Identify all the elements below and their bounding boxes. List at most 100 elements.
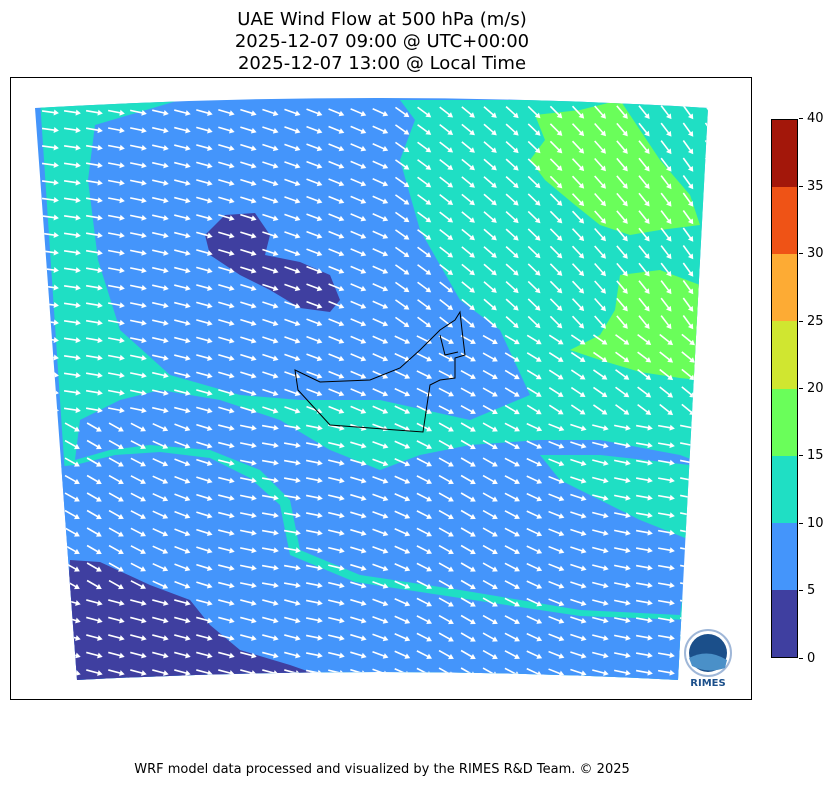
wind-arrow	[174, 336, 191, 344]
wind-arrow	[657, 442, 675, 449]
wind-arrow	[505, 228, 519, 241]
wind-arrow	[283, 424, 301, 431]
wind-arrow	[483, 246, 497, 258]
wind-arrow	[504, 632, 520, 642]
wind-arrow	[657, 652, 675, 659]
wind-arrow	[527, 175, 541, 189]
wind-arrow	[702, 581, 708, 589]
wind-arrow	[635, 512, 653, 519]
wind-arrow	[570, 458, 587, 467]
wind-arrow	[504, 369, 520, 380]
wind-arrow	[460, 544, 476, 555]
wind-arrow	[240, 529, 257, 536]
wind-arrow	[63, 302, 81, 309]
wind-arrow	[592, 634, 609, 641]
wind-arrow	[85, 302, 103, 309]
wind-arrow	[571, 228, 585, 242]
wind-arrow	[152, 196, 169, 204]
wind-arrow	[350, 616, 367, 624]
wind-arrow	[638, 280, 650, 295]
wind-arrow	[107, 179, 125, 186]
colorbar	[771, 119, 798, 658]
wind-arrow	[130, 407, 147, 414]
wind-arrow	[394, 475, 411, 484]
wind-arrow	[372, 195, 389, 204]
wind-arrow	[416, 545, 433, 554]
wind-arrow	[63, 127, 81, 134]
wind-arrow	[218, 336, 235, 344]
wind-arrow	[637, 351, 652, 363]
wind-arrow	[107, 372, 125, 379]
wind-arrow	[504, 562, 520, 572]
wind-arrow	[483, 123, 497, 136]
wind-arrow	[240, 406, 257, 414]
wind-arrow	[174, 144, 191, 151]
wind-arrow	[262, 161, 279, 169]
wind-arrow	[526, 440, 543, 449]
wind-arrow	[218, 266, 235, 274]
wind-arrow	[504, 387, 520, 397]
wind-arrow	[63, 249, 81, 256]
wind-arrow	[460, 439, 476, 450]
wind-arrow	[505, 123, 519, 136]
wind-arrow	[548, 668, 565, 677]
wind-arrow	[42, 492, 58, 502]
wind-arrow	[372, 405, 389, 414]
wind-arrow	[592, 334, 608, 345]
wind-arrow	[571, 245, 585, 259]
wind-arrow	[42, 616, 59, 624]
wind-arrow	[350, 160, 367, 169]
wind-arrow	[660, 227, 672, 242]
wind-arrow	[570, 441, 587, 449]
wind-arrow	[504, 475, 520, 485]
wind-arrow	[152, 527, 169, 537]
wind-arrow	[570, 386, 586, 398]
wind-arrow	[41, 249, 59, 256]
wind-arrow	[306, 178, 323, 187]
wind-arrow	[416, 632, 433, 642]
wind-arrow	[284, 178, 301, 187]
wind-arrow	[594, 262, 606, 277]
wind-arrow	[527, 193, 541, 206]
wind-arrow	[218, 424, 235, 431]
wind-arrow	[549, 158, 563, 171]
wind-arrow	[328, 160, 345, 169]
wind-arrow	[262, 283, 279, 292]
wind-arrow	[460, 649, 476, 660]
wind-arrow	[460, 369, 476, 380]
wind-arrow	[482, 387, 498, 397]
wind-arrow	[505, 316, 519, 329]
wind-arrow	[660, 210, 672, 225]
wind-arrow	[417, 106, 432, 118]
wind-arrow	[702, 511, 708, 519]
wind-arrow	[240, 564, 257, 571]
wind-arrow	[592, 476, 609, 484]
wind-arrow	[439, 193, 454, 206]
wind-arrow	[196, 354, 213, 361]
wind-arrow	[240, 477, 257, 484]
wind-arrow	[218, 143, 235, 152]
wind-arrow	[85, 354, 103, 361]
wind-arrow	[592, 404, 608, 415]
wind-arrow	[616, 122, 628, 137]
wind-arrow	[108, 634, 125, 641]
wind-arrow	[108, 422, 124, 432]
wind-arrow	[505, 263, 519, 276]
wind-arrow	[417, 141, 432, 153]
wind-arrow	[86, 616, 103, 624]
wind-arrow	[262, 178, 279, 187]
wind-arrow	[174, 231, 191, 239]
wind-arrow	[482, 369, 498, 380]
wind-arrow	[130, 232, 147, 239]
wind-arrow	[372, 598, 389, 607]
wind-arrow	[548, 633, 565, 642]
wind-arrow	[262, 616, 279, 624]
wind-arrow	[614, 669, 631, 676]
wind-arrow	[592, 459, 609, 466]
wind-arrow	[305, 564, 323, 571]
wind-arrow	[196, 214, 213, 221]
wind-arrow	[548, 650, 565, 659]
wind-arrow	[592, 386, 608, 398]
wind-band-15-20-e	[570, 270, 700, 380]
wind-arrow	[614, 442, 631, 449]
